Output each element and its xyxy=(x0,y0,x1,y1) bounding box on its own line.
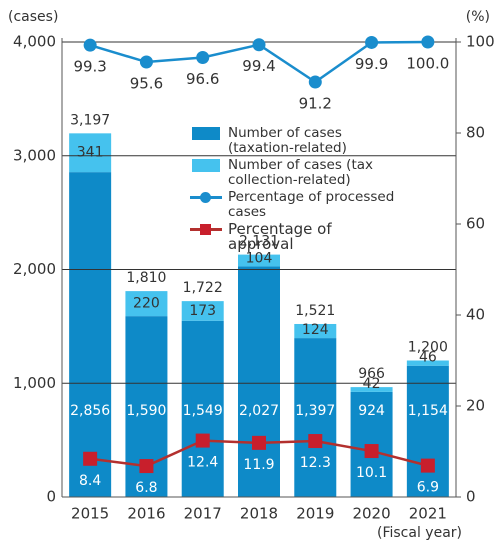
y2-tick-label: 60 xyxy=(466,215,485,233)
line-label: 12.3 xyxy=(300,455,331,471)
line-label: 10.1 xyxy=(356,465,387,481)
total-label: 1,722 xyxy=(183,280,223,296)
legend-label: Percentage of processed cases xyxy=(228,189,395,220)
bar-label: 104 xyxy=(246,250,273,266)
bar xyxy=(350,387,393,392)
marker xyxy=(421,35,435,49)
marker xyxy=(365,35,379,49)
legend-label: Number of cases (taxation-related) xyxy=(228,125,347,156)
y2-tick-label: 0 xyxy=(466,488,476,506)
marker xyxy=(364,444,379,459)
total-label: 2,131 xyxy=(239,234,279,250)
bar-label: 1,397 xyxy=(295,403,335,419)
bar-label: 1,154 xyxy=(408,403,448,419)
bar xyxy=(238,254,280,267)
marker xyxy=(139,459,154,474)
bar-label: 2,856 xyxy=(70,403,110,419)
bar-label: 1,590 xyxy=(126,403,166,419)
y2-axis-label: (%) xyxy=(466,9,490,25)
x-tick-label: 2020 xyxy=(352,505,390,523)
marker xyxy=(139,55,153,69)
bar xyxy=(238,266,280,497)
bar-label: 220 xyxy=(133,296,160,312)
marker xyxy=(195,433,210,448)
bar xyxy=(125,291,168,317)
bar xyxy=(69,133,112,173)
legend-swatch xyxy=(188,126,224,141)
total-label: 3,197 xyxy=(70,112,110,128)
line-label: 8.4 xyxy=(79,473,101,489)
line-label: 91.2 xyxy=(299,95,332,113)
bar-label: 173 xyxy=(189,303,216,319)
x-axis-label: (Fiscal year) xyxy=(377,525,462,541)
marker xyxy=(420,458,435,473)
legend-label: Number of cases (tax collection-related) xyxy=(228,157,374,188)
y-tick-label: 1,000 xyxy=(13,374,56,392)
legend-item: Percentage of approval xyxy=(188,222,458,252)
x-tick-label: 2016 xyxy=(127,505,165,523)
y-axis-label: (cases) xyxy=(8,9,58,25)
bar xyxy=(294,323,337,339)
legend-swatch xyxy=(188,158,224,173)
line-label: 99.3 xyxy=(73,58,106,76)
y-tick-label: 2,000 xyxy=(13,260,56,278)
line-label: 12.4 xyxy=(187,455,218,471)
bar xyxy=(406,365,449,497)
total-label: 1,521 xyxy=(295,303,335,319)
y2-tick-label: 100 xyxy=(466,33,495,51)
bar-label: 46 xyxy=(419,350,437,366)
y-tick-label: 4,000 xyxy=(13,33,56,51)
line-label: 11.9 xyxy=(243,457,274,473)
legend: Number of cases (taxation-related) Number… xyxy=(188,126,458,254)
y2-tick-label: 20 xyxy=(466,397,485,415)
x-tick-label: 2021 xyxy=(409,505,447,523)
marker xyxy=(308,75,322,89)
x-tick-label: 2019 xyxy=(296,505,334,523)
y-tick-label: 0 xyxy=(46,488,56,506)
bar-label: 1,549 xyxy=(183,403,223,419)
marker xyxy=(83,38,97,52)
line-label: 99.4 xyxy=(242,57,275,75)
line-label: 100.0 xyxy=(406,55,449,73)
x-tick-label: 2017 xyxy=(184,505,222,523)
y2-tick-label: 40 xyxy=(466,306,485,324)
legend-swatch xyxy=(188,190,224,205)
bar xyxy=(406,360,449,366)
bar-label: 42 xyxy=(363,376,381,392)
y-tick-label: 3,000 xyxy=(13,146,56,164)
marker xyxy=(196,50,210,64)
total-label: 1,810 xyxy=(126,270,166,286)
bar-label: 341 xyxy=(77,145,104,161)
legend-swatch xyxy=(188,222,224,237)
y2-tick-label: 80 xyxy=(466,124,485,142)
line-label: 95.6 xyxy=(130,75,163,93)
marker xyxy=(252,38,266,52)
legend-item: Percentage of processed cases xyxy=(188,190,458,220)
line-label: 99.9 xyxy=(355,55,388,73)
bar xyxy=(181,320,224,497)
bar xyxy=(69,172,112,497)
bar-label: 2,027 xyxy=(239,403,279,419)
line-label: 6.9 xyxy=(417,480,439,496)
marker xyxy=(308,434,323,449)
legend-label: Percentage of approval xyxy=(228,220,332,253)
legend-item: Number of cases (tax collection-related) xyxy=(188,158,458,188)
bar-label: 124 xyxy=(302,322,329,338)
bar-label: 924 xyxy=(358,403,385,419)
line-label: 6.8 xyxy=(135,480,157,496)
marker xyxy=(252,435,266,450)
total-label: 966 xyxy=(358,366,385,382)
legend-item: Number of cases (taxation-related) xyxy=(188,126,458,156)
x-tick-label: 2015 xyxy=(71,505,109,523)
line-label: 96.6 xyxy=(186,70,219,88)
total-label: 1,200 xyxy=(408,340,448,356)
bar xyxy=(181,301,224,321)
marker xyxy=(83,451,98,466)
bar xyxy=(294,338,337,497)
x-tick-label: 2018 xyxy=(240,505,278,523)
